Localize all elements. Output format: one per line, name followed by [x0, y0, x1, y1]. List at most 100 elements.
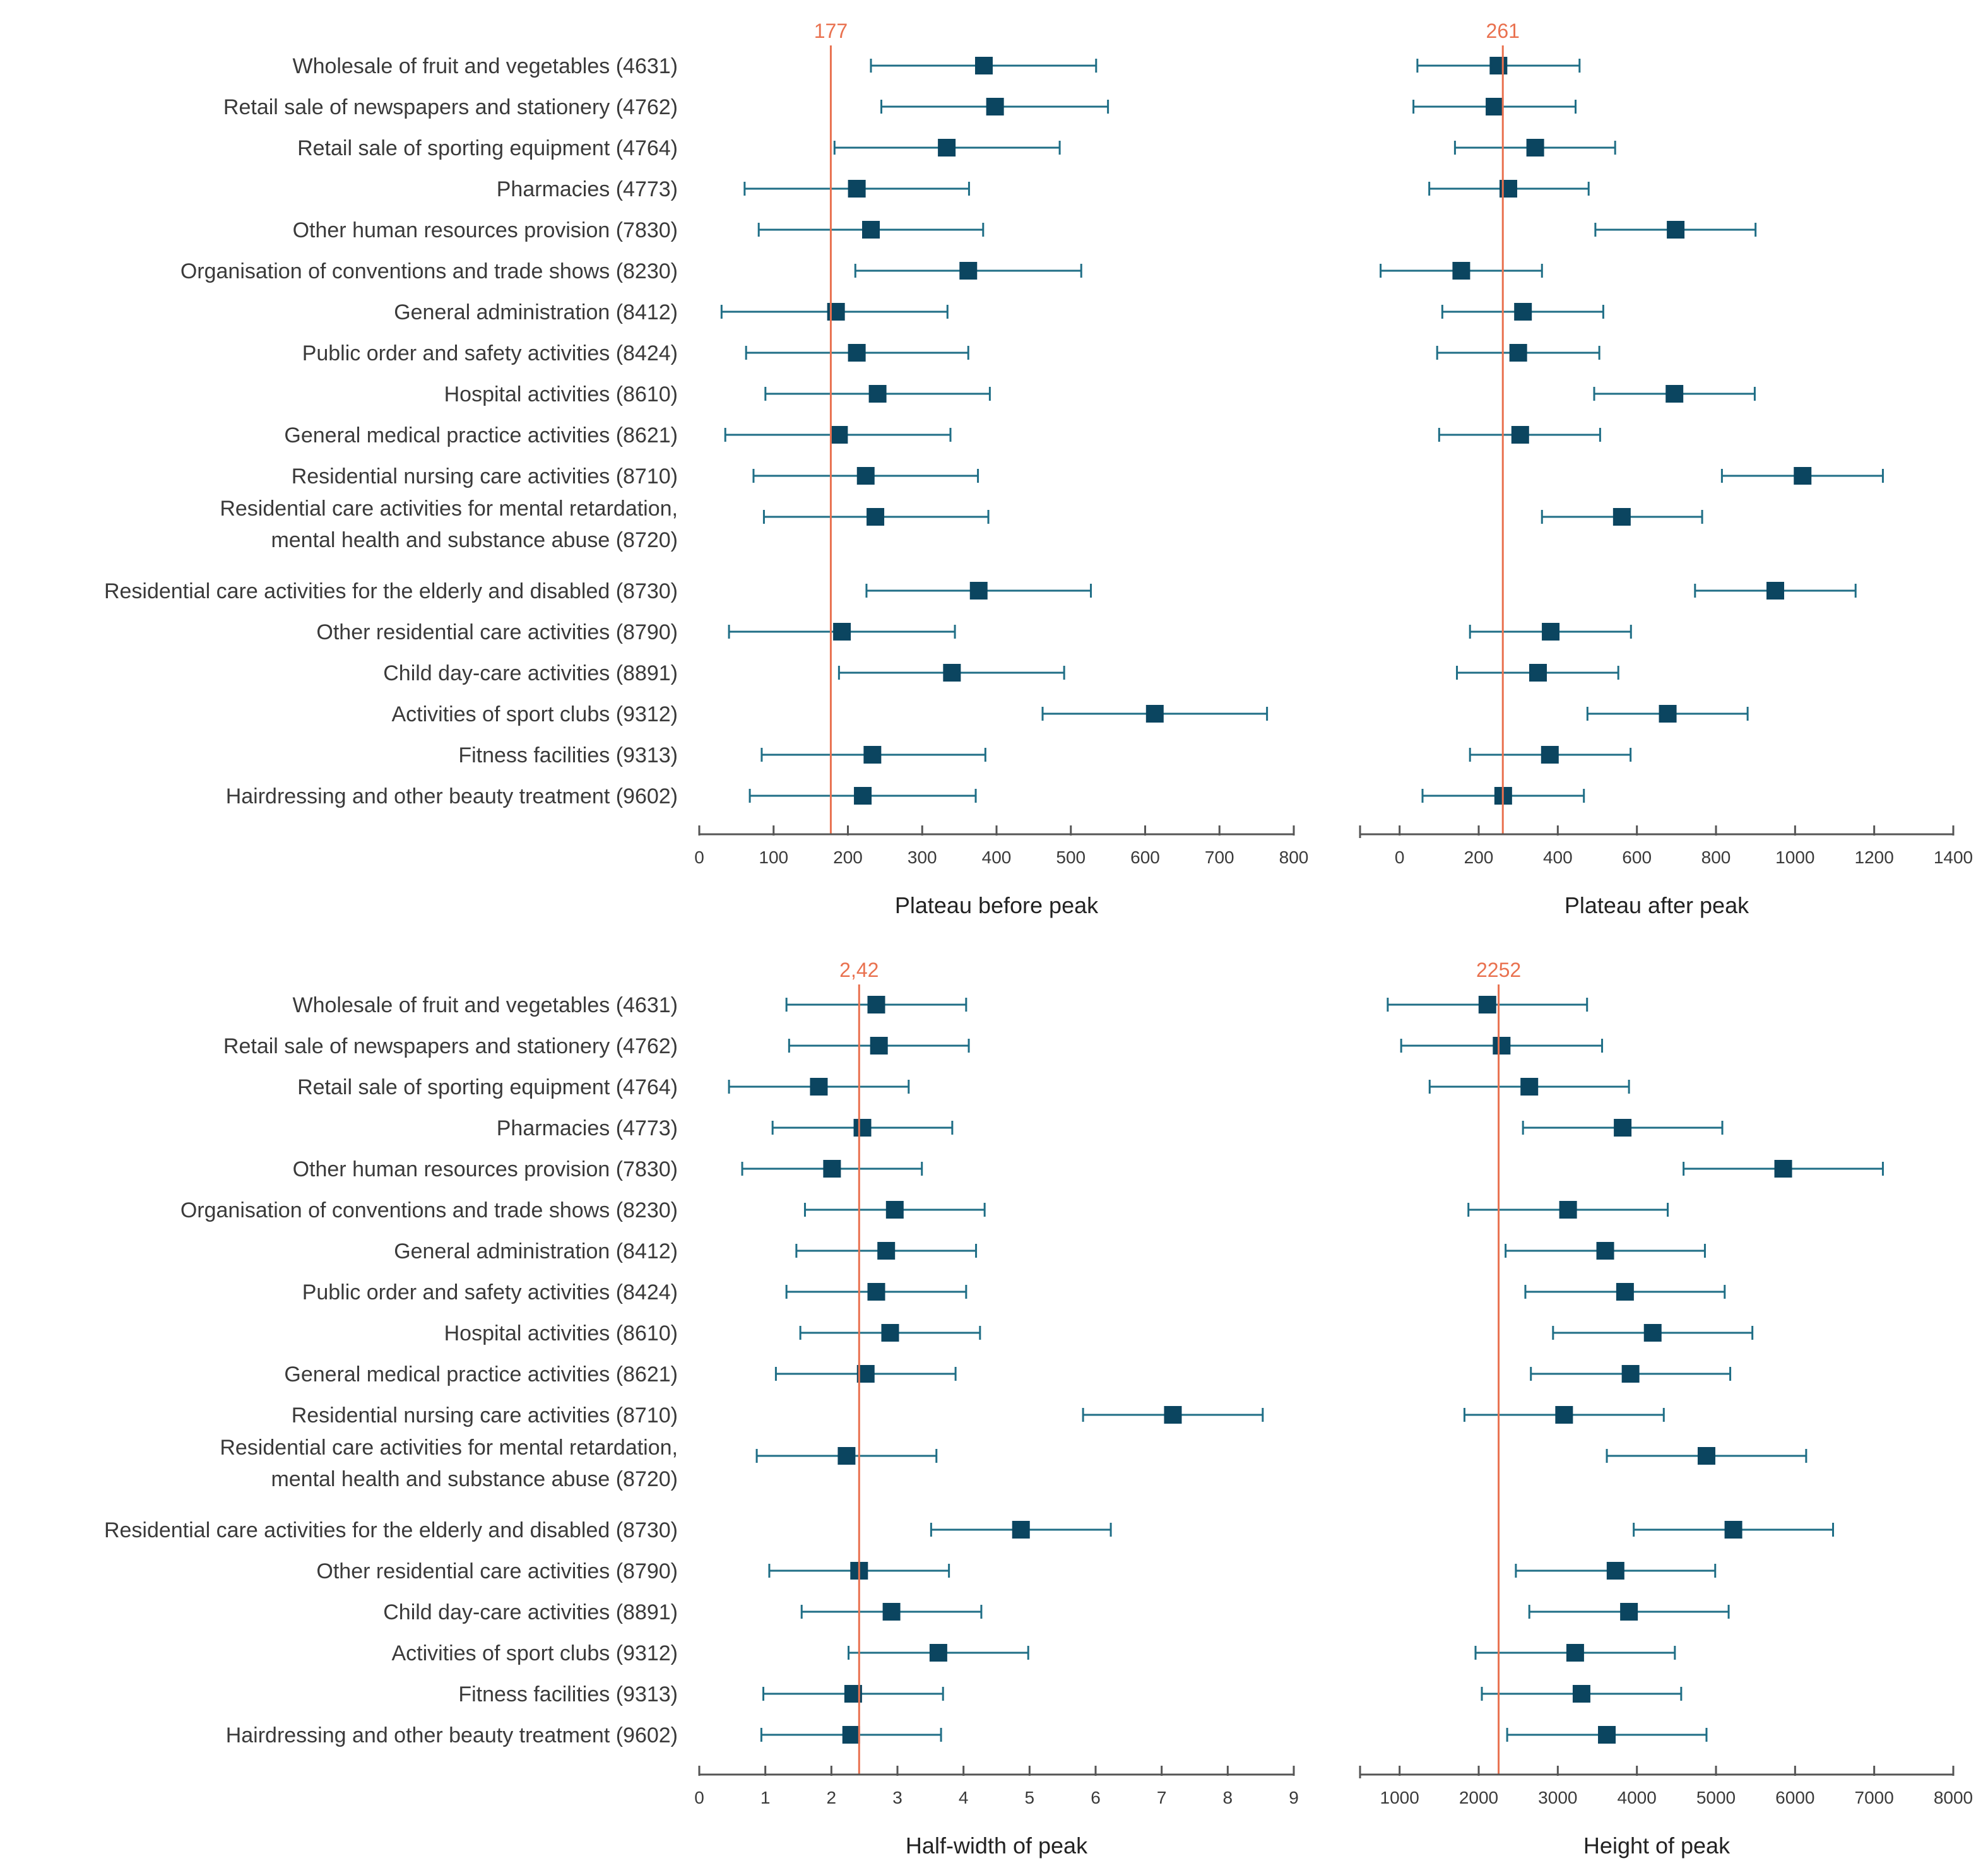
point-estimate: [969, 582, 988, 600]
point-estimate: [1509, 344, 1527, 362]
point-estimate: [863, 746, 882, 764]
point-estimate: [1559, 1201, 1577, 1219]
category-label: General medical practice activities (862…: [284, 1362, 678, 1386]
point-estimate: [1620, 1603, 1638, 1621]
point-estimate: [959, 262, 978, 280]
point-estimate: [867, 1283, 885, 1301]
panel-4: 2252 1000 2000 3000 4000 5000 6000 7000 8000 Heig…: [1359, 959, 1973, 1858]
x-tick-label: 200: [1464, 848, 1494, 867]
category-label: General medical practice activities (862…: [284, 423, 678, 447]
category-label: Activities of sport clubs (9312): [391, 1641, 678, 1665]
point-estimate: [1766, 582, 1784, 600]
x-tick-label: 6000: [1775, 1788, 1814, 1807]
x-tick-label: 3: [892, 1788, 902, 1807]
point-estimate: [1520, 1078, 1539, 1096]
point-estimate: [853, 1119, 872, 1137]
point-estimate: [929, 1644, 947, 1662]
x-tick-label: 500: [1056, 848, 1086, 867]
point-estimate: [1621, 1365, 1640, 1383]
point-estimate: [848, 344, 866, 362]
point-estimate: [1493, 1037, 1511, 1055]
category-label: Hospital activities (8610): [444, 1321, 678, 1345]
point-estimate: [848, 180, 866, 198]
point-estimate: [1542, 623, 1560, 641]
point-estimate: [867, 508, 885, 526]
point-estimate: [943, 664, 961, 682]
x-axis-title: Plateau after peak: [1565, 892, 1749, 918]
category-label: Retail sale of newspapers and stationery…: [223, 1034, 678, 1058]
category-label: Residential nursing care activities (871…: [292, 1403, 678, 1427]
point-estimate: [868, 385, 887, 403]
x-tick-label: 600: [1622, 848, 1652, 867]
point-estimate: [1598, 1726, 1616, 1744]
point-estimate: [856, 467, 875, 485]
x-tick-label: 7000: [1855, 1788, 1894, 1807]
x-tick-label: 300: [908, 848, 937, 867]
category-label: General administration (8412): [394, 1239, 678, 1263]
point-estimate: [1526, 139, 1544, 157]
category-label: Other human resources provision (7830): [293, 218, 678, 242]
category-label: Hairdressing and other beauty treatment …: [226, 1723, 678, 1747]
point-estimate: [823, 1160, 841, 1178]
category-label: Public order and safety activities (8424…: [302, 1280, 678, 1304]
x-tick-label: 1: [760, 1788, 771, 1807]
category-label: Public order and safety activities (8424…: [302, 341, 678, 365]
category-label: Pharmacies (4773): [497, 1116, 678, 1140]
point-estimate: [1616, 1283, 1634, 1301]
category-label: Hairdressing and other beauty treatment …: [226, 784, 678, 808]
point-estimate: [1452, 262, 1470, 280]
point-estimate: [1697, 1447, 1715, 1465]
category-label: Other human resources provision (7830): [293, 1157, 678, 1181]
x-tick-label: 0: [694, 1788, 704, 1807]
category-label-line: mental health and substance abuse (8720): [271, 1467, 678, 1491]
reference-label: 261: [1486, 20, 1520, 42]
point-estimate: [974, 57, 993, 74]
category-label: Retail sale of sporting equipment (4764): [297, 136, 678, 160]
x-tick-label: 800: [1701, 848, 1731, 867]
category-label-line: mental health and substance abuse (8720): [271, 528, 678, 552]
category-label: Residential care activities for mental r…: [220, 1436, 678, 1491]
x-tick-label: 4: [959, 1788, 969, 1807]
category-label: Wholesale of fruit and vegetables (4631): [293, 54, 678, 78]
point-estimate: [1566, 1644, 1584, 1662]
point-estimate: [1572, 1685, 1590, 1703]
point-estimate: [1614, 1119, 1632, 1137]
category-label: Child day-care activities (8891): [383, 1600, 678, 1624]
x-tick-label: 400: [1543, 848, 1573, 867]
x-tick-label: 800: [1279, 848, 1309, 867]
point-estimate: [1511, 426, 1529, 444]
x-tick-label: 7: [1157, 1788, 1167, 1807]
x-tick-label: 1400: [1934, 848, 1973, 867]
category-label: Other residential care activities (8790): [316, 1559, 678, 1583]
x-tick-label: 0: [694, 848, 704, 867]
x-tick-label: 1000: [1380, 1788, 1419, 1807]
point-estimate: [1514, 303, 1532, 321]
category-label: Residential care activities for the elde…: [104, 579, 678, 603]
point-estimate: [1596, 1242, 1614, 1260]
point-estimate: [867, 996, 885, 1013]
category-label-line: Residential care activities for mental r…: [220, 497, 678, 521]
point-estimate: [833, 623, 851, 641]
x-tick-label: 6: [1091, 1788, 1101, 1807]
reference-label: 2,42: [839, 959, 879, 981]
category-label: Hospital activities (8610): [444, 382, 678, 406]
point-estimate: [1489, 57, 1508, 74]
x-tick-label: 700: [1205, 848, 1234, 867]
x-tick-label: 400: [982, 848, 1012, 867]
point-estimate: [1606, 1562, 1624, 1580]
x-tick-label: 2: [827, 1788, 837, 1807]
point-estimate: [854, 787, 872, 805]
point-estimate: [1659, 705, 1677, 723]
category-label: Fitness facilities (9313): [458, 1682, 678, 1706]
category-label: Organisation of conventions and trade sh…: [180, 259, 678, 283]
point-estimate: [1555, 1406, 1573, 1424]
point-estimate: [881, 1324, 899, 1342]
point-estimate: [810, 1078, 828, 1096]
point-estimate: [1643, 1324, 1662, 1342]
x-tick-label: 8: [1223, 1788, 1233, 1807]
category-label: Retail sale of newspapers and stationery…: [223, 95, 678, 119]
point-estimate: [1541, 746, 1559, 764]
point-estimate: [842, 1726, 860, 1744]
x-tick-label: 9: [1289, 1788, 1299, 1807]
category-label: Residential care activities for the elde…: [104, 1518, 678, 1542]
